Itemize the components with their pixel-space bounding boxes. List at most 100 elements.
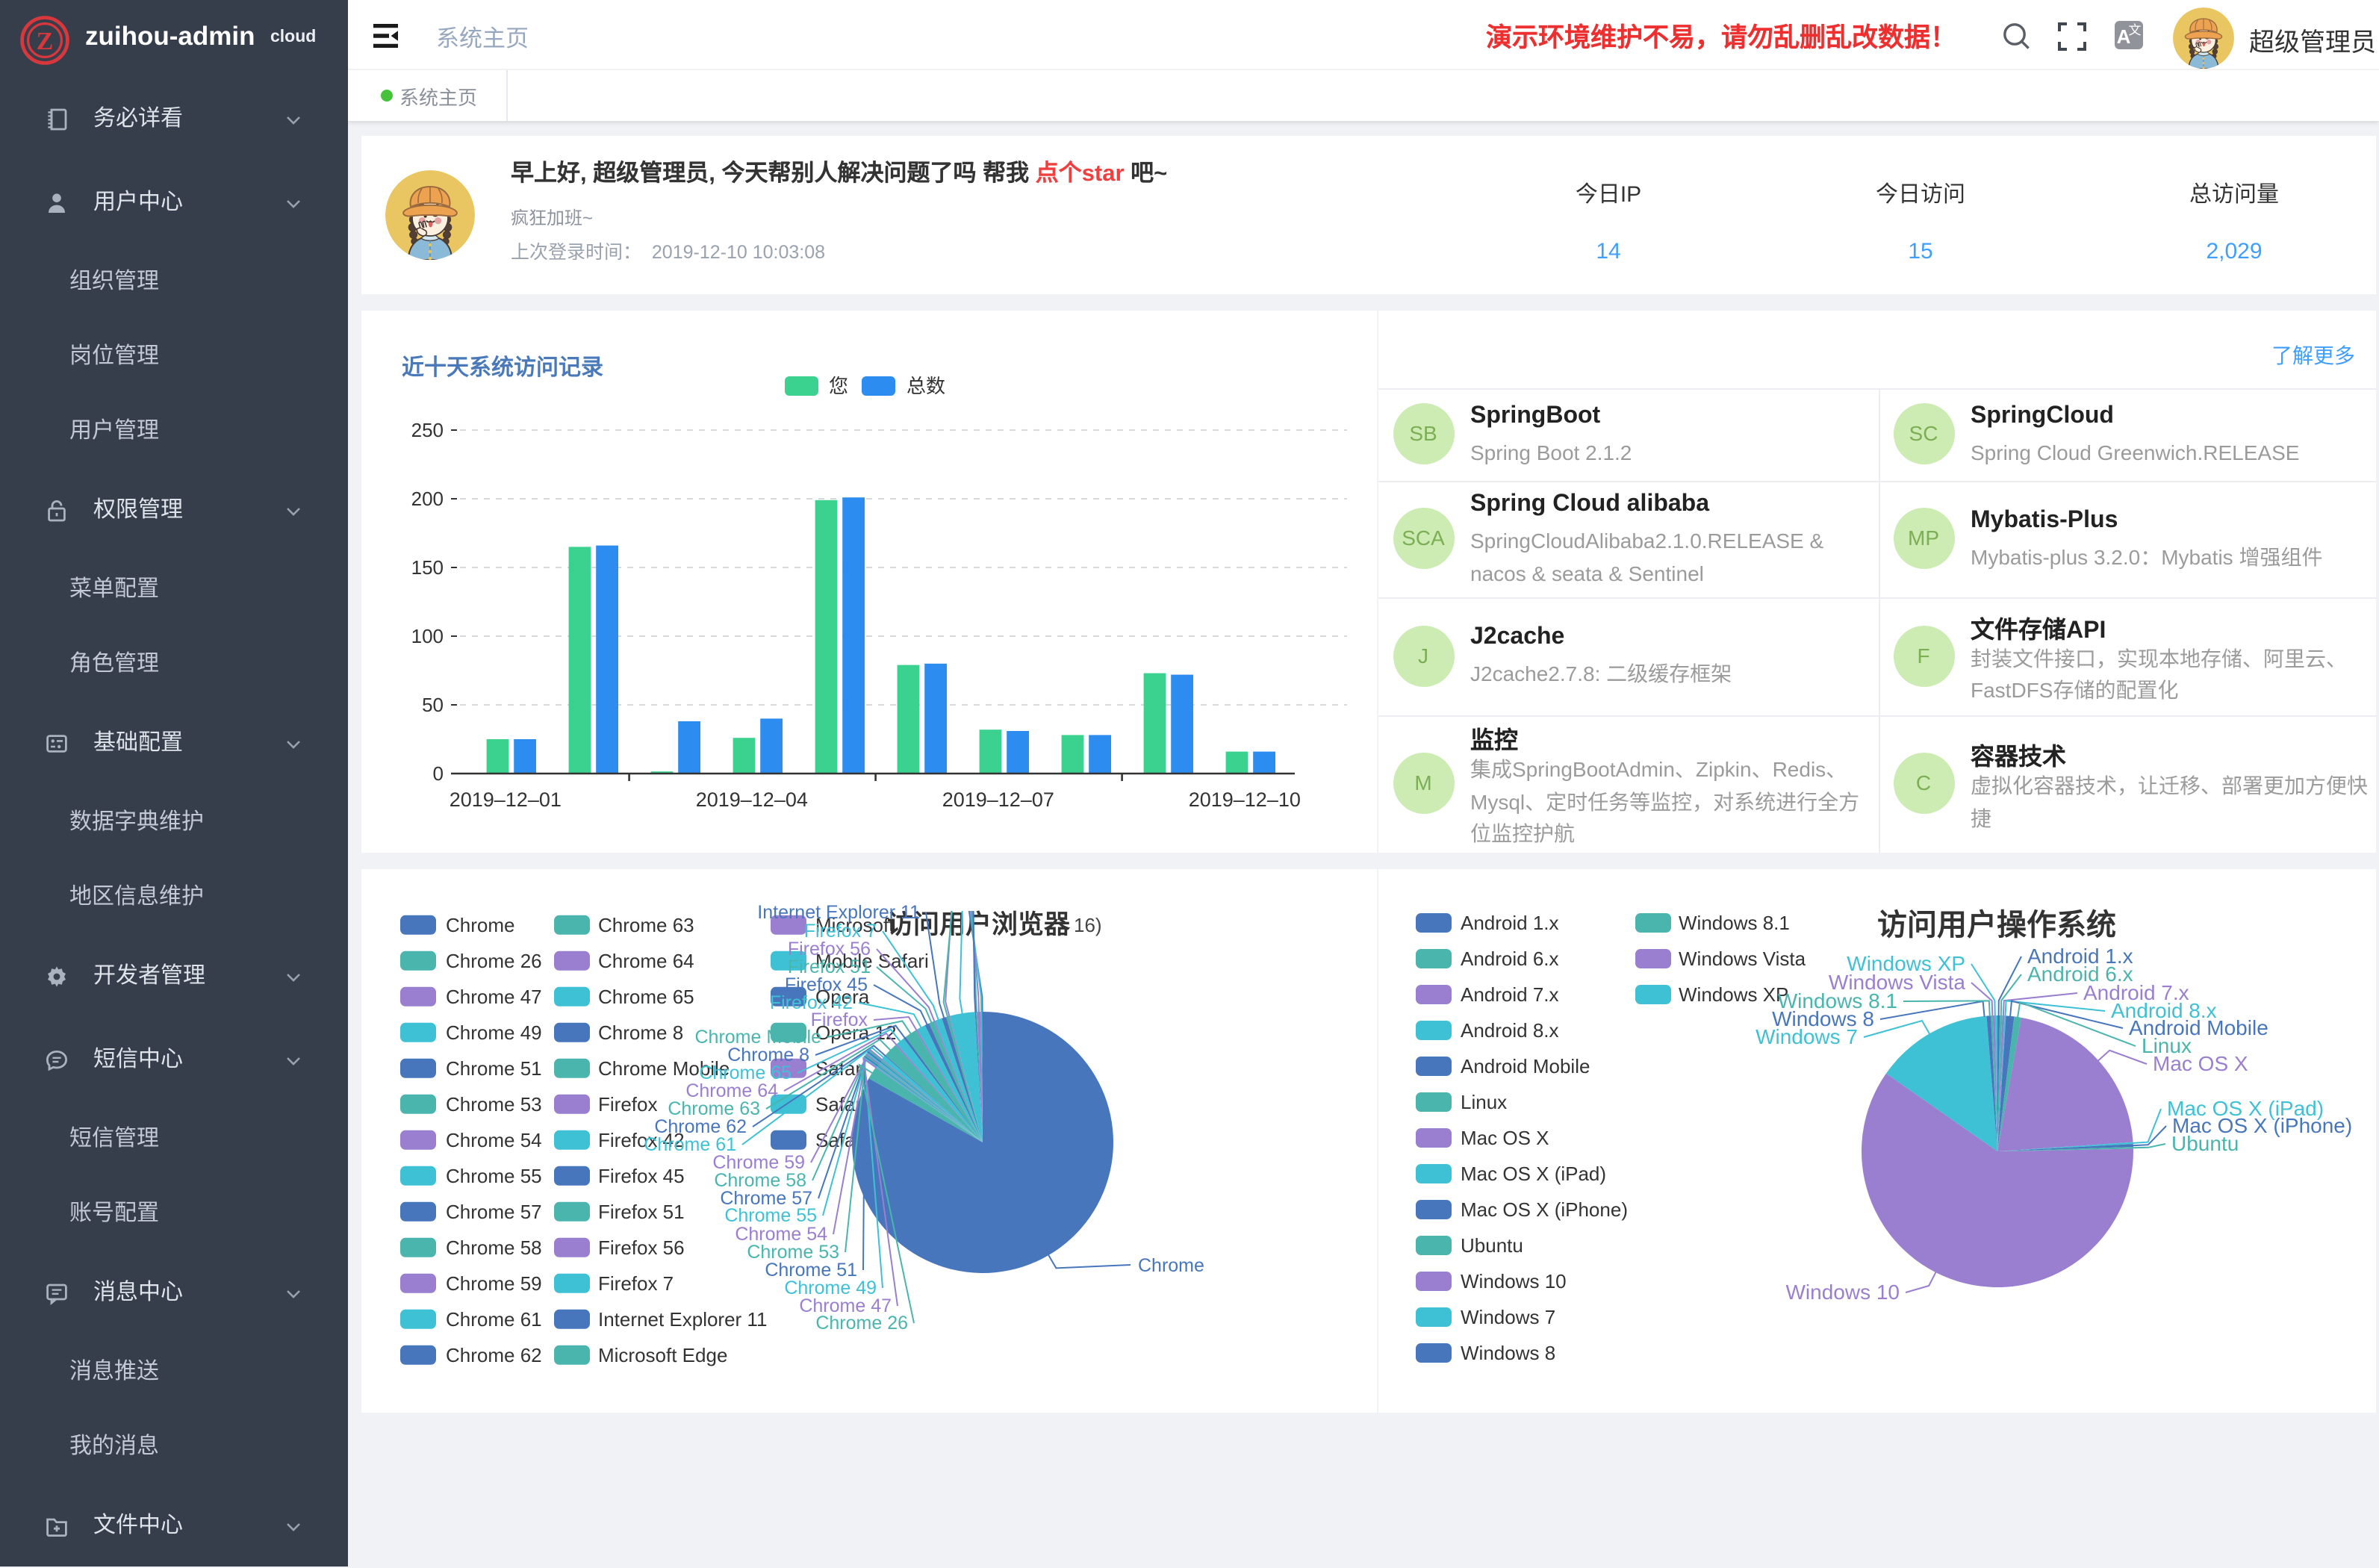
svg-text:Android 7.x: Android 7.x xyxy=(2083,981,2189,1004)
svg-text:Chrome 8: Chrome 8 xyxy=(727,1045,809,1065)
svg-text:Android 6.x: Android 6.x xyxy=(2027,962,2133,986)
svg-text:Chrome 53: Chrome 53 xyxy=(747,1242,839,1263)
svg-text:Windows 7: Windows 7 xyxy=(1756,1025,1858,1048)
svg-text:Firefox 45: Firefox 45 xyxy=(785,974,868,995)
svg-text:Chrome 53: Chrome 53 xyxy=(446,1093,542,1116)
svg-text:Chrome 8: Chrome 8 xyxy=(598,1021,683,1044)
svg-text:150: 150 xyxy=(411,556,444,579)
svg-text:Firefox 51: Firefox 51 xyxy=(788,956,871,977)
svg-text:Windows Vista: Windows Vista xyxy=(1679,948,1806,970)
svg-text:Windows 8.1: Windows 8.1 xyxy=(1778,989,1897,1012)
svg-text:Chrome 61: Chrome 61 xyxy=(446,1308,542,1331)
svg-text:Android 6.x: Android 6.x xyxy=(1461,948,1559,970)
svg-text:Firefox 42: Firefox 42 xyxy=(598,1129,685,1151)
svg-text:Chrome 51: Chrome 51 xyxy=(446,1057,542,1080)
svg-text:0: 0 xyxy=(433,762,444,785)
svg-text:Android Mobile: Android Mobile xyxy=(1461,1055,1590,1077)
svg-text:Firefox 45: Firefox 45 xyxy=(598,1165,685,1187)
svg-text:Firefox 7: Firefox 7 xyxy=(598,1272,674,1295)
svg-text:Windows 7: Windows 7 xyxy=(1461,1306,1555,1328)
svg-text:Android 7.x: Android 7.x xyxy=(1461,983,1559,1006)
svg-text:200: 200 xyxy=(411,488,444,510)
svg-text:Chrome 26: Chrome 26 xyxy=(446,950,542,972)
svg-text:Chrome 59: Chrome 59 xyxy=(446,1272,542,1295)
svg-text:Firefox 56: Firefox 56 xyxy=(598,1236,685,1259)
svg-text:近十天系统访问记录: 近十天系统访问记录 xyxy=(402,355,603,380)
svg-text:Chrome Mobile: Chrome Mobile xyxy=(598,1057,730,1080)
svg-text:Mac OS X: Mac OS X xyxy=(1461,1127,1549,1149)
svg-text:您: 您 xyxy=(829,375,848,397)
svg-text:文: 文 xyxy=(2128,22,2141,37)
svg-text:总数: 总数 xyxy=(906,375,945,397)
svg-text:Android 1.x: Android 1.x xyxy=(2027,945,2133,968)
svg-text:Ubuntu: Ubuntu xyxy=(2171,1132,2239,1155)
svg-text:Windows 10: Windows 10 xyxy=(1461,1270,1567,1292)
svg-text:Firefox: Firefox xyxy=(598,1093,657,1116)
svg-text:Chrome 51: Chrome 51 xyxy=(765,1260,857,1281)
svg-text:Chrome: Chrome xyxy=(446,914,514,936)
svg-text:Chrome 62: Chrome 62 xyxy=(446,1344,542,1366)
svg-text:Chrome 57: Chrome 57 xyxy=(446,1201,542,1223)
svg-text:Windows 8.1: Windows 8.1 xyxy=(1679,912,1790,934)
svg-text:Mac OS X (iPad): Mac OS X (iPad) xyxy=(2167,1097,2324,1120)
svg-text:Chrome: Chrome xyxy=(1138,1255,1204,1276)
svg-text:Windows 8: Windows 8 xyxy=(1461,1342,1555,1364)
svg-text:Mac OS X (iPhone): Mac OS X (iPhone) xyxy=(1461,1198,1628,1221)
svg-text:Windows 10: Windows 10 xyxy=(1785,1281,1900,1304)
svg-text:Chrome 61: Chrome 61 xyxy=(644,1134,736,1155)
svg-text:Firefox 7: Firefox 7 xyxy=(804,921,877,942)
svg-text:Firefox: Firefox xyxy=(811,1009,868,1030)
svg-text:Chrome Mobile: Chrome Mobile xyxy=(694,1027,821,1048)
svg-text:Android Mobile: Android Mobile xyxy=(2129,1016,2268,1039)
svg-text:Chrome 49: Chrome 49 xyxy=(446,1021,542,1044)
svg-text:2019–12–01: 2019–12–01 xyxy=(450,788,562,811)
svg-text:Linux: Linux xyxy=(1461,1091,1507,1113)
svg-text:Microsoft Edge: Microsoft Edge xyxy=(598,1344,727,1366)
svg-text:Z: Z xyxy=(37,28,54,55)
svg-text:Chrome 58: Chrome 58 xyxy=(714,1170,806,1191)
svg-text:Android 8.x: Android 8.x xyxy=(1461,1019,1559,1042)
svg-text:Android 8.x: Android 8.x xyxy=(2111,999,2217,1022)
svg-text:16): 16) xyxy=(1074,914,1102,936)
svg-text:Chrome 54: Chrome 54 xyxy=(735,1224,827,1245)
svg-text:Windows Vista: Windows Vista xyxy=(1829,971,1966,994)
svg-text:Windows XP: Windows XP xyxy=(1679,983,1788,1006)
svg-text:250: 250 xyxy=(411,419,444,441)
svg-text:Chrome 59: Chrome 59 xyxy=(712,1152,805,1173)
svg-text:Mac OS X (iPad): Mac OS X (iPad) xyxy=(1461,1163,1606,1185)
svg-text:Chrome 65: Chrome 65 xyxy=(598,986,694,1008)
svg-text:Android 1.x: Android 1.x xyxy=(1461,912,1559,934)
svg-text:访问用户操作系统: 访问用户操作系统 xyxy=(1877,909,2116,942)
svg-text:Chrome 63: Chrome 63 xyxy=(598,914,694,936)
svg-text:Chrome 49: Chrome 49 xyxy=(784,1278,877,1298)
svg-text:2019–12–10: 2019–12–10 xyxy=(1189,788,1301,811)
svg-text:Internet Explorer 11: Internet Explorer 11 xyxy=(598,1308,767,1331)
svg-text:Microsoft: Microsoft xyxy=(815,914,895,936)
svg-text:Chrome 47: Chrome 47 xyxy=(799,1295,892,1316)
svg-text:2019–12–04: 2019–12–04 xyxy=(696,788,808,811)
svg-text:Internet Explorer 11: Internet Explorer 11 xyxy=(757,902,920,923)
svg-text:Chrome 63: Chrome 63 xyxy=(668,1098,760,1119)
svg-text:Chrome 54: Chrome 54 xyxy=(446,1129,542,1151)
svg-text:Chrome 26: Chrome 26 xyxy=(815,1313,908,1334)
svg-text:2019–12–07: 2019–12–07 xyxy=(942,788,1054,811)
svg-text:Chrome 47: Chrome 47 xyxy=(446,986,542,1008)
svg-text:Opera: Opera xyxy=(815,986,870,1008)
svg-text:Ubuntu: Ubuntu xyxy=(1461,1234,1523,1257)
svg-text:Windows XP: Windows XP xyxy=(1847,952,1965,975)
svg-text:Firefox 51: Firefox 51 xyxy=(598,1201,685,1223)
svg-text:50: 50 xyxy=(422,694,444,716)
svg-text:100: 100 xyxy=(411,625,444,647)
svg-text:Mobile Safari: Mobile Safari xyxy=(815,950,929,972)
svg-text:Windows 8: Windows 8 xyxy=(1772,1007,1874,1030)
svg-text:Chrome 58: Chrome 58 xyxy=(446,1236,542,1259)
svg-text:A: A xyxy=(2116,25,2130,47)
svg-text:Mac OS X (iPhone): Mac OS X (iPhone) xyxy=(2172,1114,2352,1137)
svg-text:Firefox 42: Firefox 42 xyxy=(770,992,853,1013)
svg-text:Chrome 64: Chrome 64 xyxy=(685,1080,778,1101)
svg-text:Chrome 65: Chrome 65 xyxy=(699,1063,792,1083)
svg-text:Linux: Linux xyxy=(2142,1034,2192,1057)
svg-text:Chrome 64: Chrome 64 xyxy=(598,950,694,972)
svg-text:Mac OS X: Mac OS X xyxy=(2153,1052,2248,1075)
svg-text:Chrome 55: Chrome 55 xyxy=(724,1205,817,1226)
